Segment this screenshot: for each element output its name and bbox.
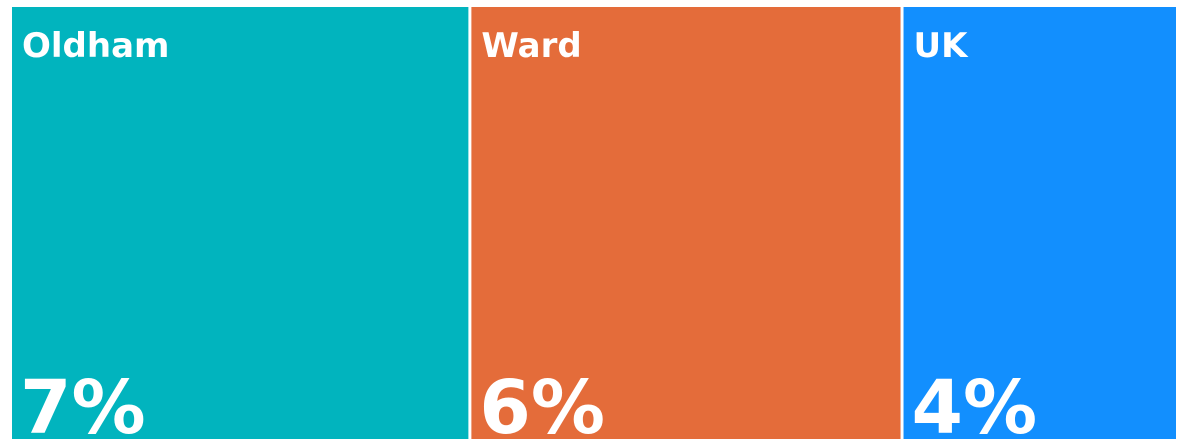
tile-label: UK	[914, 26, 970, 66]
tile-value: 4%	[912, 365, 1038, 439]
tile-label: Oldham	[22, 26, 169, 66]
tile-value: 7%	[20, 365, 146, 439]
treemap-tile	[12, 7, 469, 439]
tile-value: 6%	[479, 365, 605, 439]
tile-label: Ward	[481, 26, 581, 66]
treemap-tile	[903, 7, 1176, 439]
treemap-tile	[471, 7, 901, 439]
